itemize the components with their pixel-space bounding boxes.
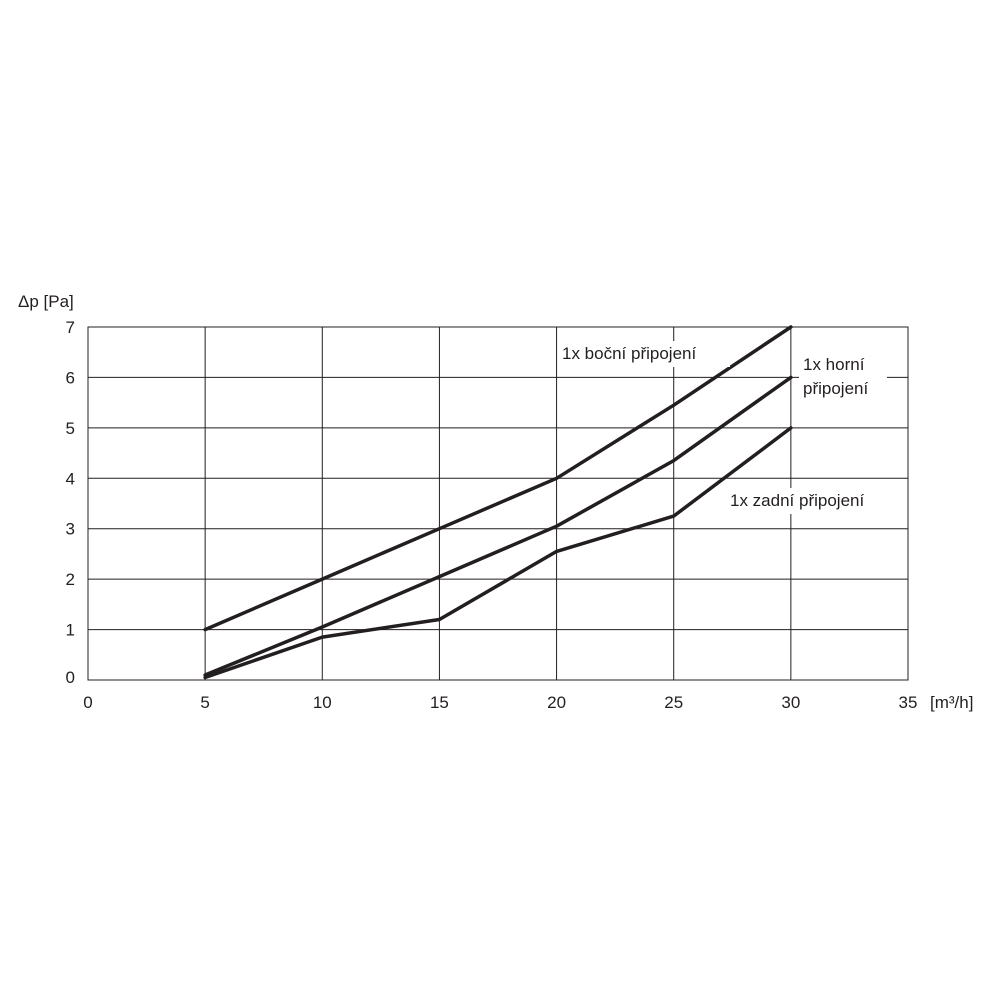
series-line [203, 325, 793, 632]
y-tick-label: 3 [66, 520, 75, 539]
y-tick-label: 2 [66, 570, 75, 589]
y-tick-label: 6 [66, 368, 75, 387]
series-line [203, 375, 793, 677]
x-tick-label: 20 [547, 693, 566, 712]
y-tick-label: 5 [66, 419, 75, 438]
series-line [203, 426, 793, 680]
series-labels: 1x boční připojení 1x horní připojení 1x za… [558, 341, 891, 514]
grid [87, 326, 909, 681]
x-axis-label: [m³/h] [930, 693, 973, 712]
series-lines [203, 325, 793, 680]
x-tick-label: 30 [781, 693, 800, 712]
y-axis-label: Δp [Pa] [18, 292, 74, 311]
x-tick-label: 10 [313, 693, 332, 712]
x-tick-label: 5 [200, 693, 209, 712]
series-label-bg [799, 352, 887, 404]
y-tick-label: 1 [66, 621, 75, 640]
series-label: připojení [803, 379, 868, 398]
series-label-bg [558, 341, 730, 367]
x-tick-label: 15 [430, 693, 449, 712]
plot-frame [87, 326, 909, 681]
series-label: 1x horní [803, 355, 865, 374]
series-label-bg [726, 488, 891, 514]
x-tick-label: 25 [664, 693, 683, 712]
series-label: 1x zadní připojení [730, 491, 864, 510]
x-tick-label: 0 [83, 693, 92, 712]
y-tick-label: 0 [66, 668, 75, 687]
series-label: 1x boční připojení [562, 344, 696, 363]
x-tick-label: 35 [899, 693, 918, 712]
y-tick-label: 4 [66, 469, 75, 488]
y-tick-label: 7 [66, 318, 75, 337]
tick-labels: 0 5 10 15 20 25 30 35 0 1 2 3 4 5 6 7 [66, 318, 918, 712]
